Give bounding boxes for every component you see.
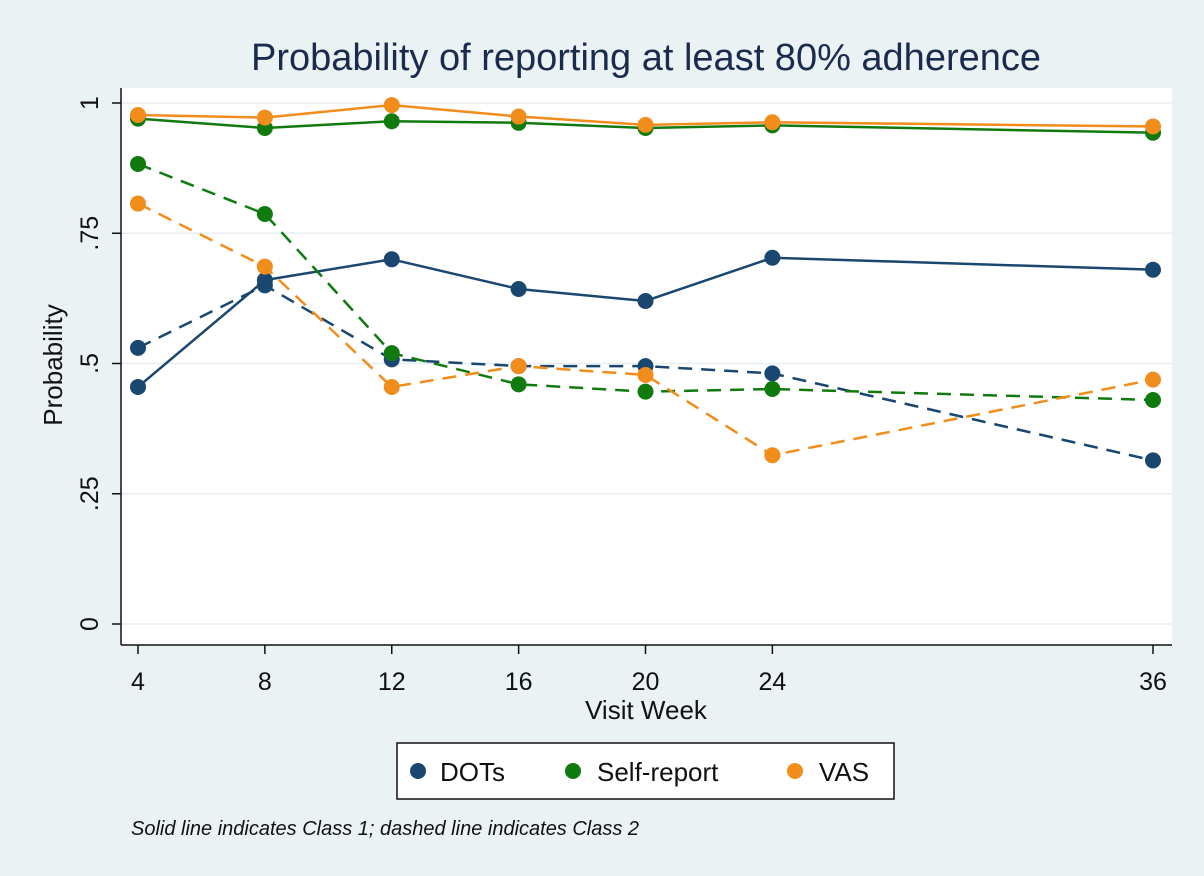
x-tick-label-3: 16 xyxy=(505,668,533,696)
point-dots-class-1-0 xyxy=(130,378,146,395)
y-tick-label-0: 0 xyxy=(76,617,104,631)
point-vas-class-1-0 xyxy=(130,106,146,123)
point-vas-class-2-2 xyxy=(383,378,400,395)
y-tick-label-3: .75 xyxy=(76,216,104,251)
point-dots-class-2-5 xyxy=(764,365,781,382)
legend-marker-self-report xyxy=(565,763,581,779)
point-vas-class-1-6 xyxy=(1145,118,1161,135)
point-dots-class-2-6 xyxy=(1145,452,1161,469)
point-dots-class-2-0 xyxy=(130,339,146,356)
x-tick-label-1: 8 xyxy=(258,668,272,696)
y-axis-title: Probability xyxy=(38,304,68,425)
point-vas-class-2-4 xyxy=(637,366,654,383)
chart-note: Solid line indicates Class 1; dashed lin… xyxy=(131,818,639,840)
chart-title: Probability of reporting at least 80% ad… xyxy=(251,37,1041,79)
point-vas-class-1-5 xyxy=(764,114,781,131)
legend-label-self-report: Self-report xyxy=(597,757,719,787)
point-self-report-class-1-2 xyxy=(383,113,400,130)
legend: DOTs Self-report VAS xyxy=(396,742,895,800)
point-vas-class-2-6 xyxy=(1145,371,1161,388)
point-vas-class-1-2 xyxy=(383,97,400,114)
point-dots-class-1-4 xyxy=(637,292,654,309)
x-tick-label-5: 24 xyxy=(758,668,786,696)
point-self-report-class-2-4 xyxy=(637,383,654,400)
point-vas-class-2-3 xyxy=(510,358,527,375)
legend-marker-dots xyxy=(410,763,426,779)
y-axis-ticks: 0 .25 .5 .75 1 xyxy=(76,96,121,631)
x-axis-ticks: 4 8 12 16 20 24 36 xyxy=(131,645,1167,696)
point-self-report-class-2-1 xyxy=(256,205,273,222)
point-self-report-class-2-0 xyxy=(130,155,146,172)
point-dots-class-2-1 xyxy=(256,277,273,294)
x-tick-label-0: 4 xyxy=(131,668,145,696)
point-self-report-class-2-5 xyxy=(764,381,781,398)
series-group xyxy=(130,97,1161,469)
legend-label-dots: DOTs xyxy=(440,757,505,787)
y-tick-label-4: 1 xyxy=(76,96,104,110)
x-tick-label-6: 36 xyxy=(1139,668,1167,696)
point-vas-class-2-5 xyxy=(764,447,781,464)
point-vas-class-1-3 xyxy=(510,108,527,125)
point-vas-class-2-0 xyxy=(130,195,146,212)
point-vas-class-1-4 xyxy=(637,116,654,133)
x-tick-label-4: 20 xyxy=(632,668,660,696)
legend-marker-vas xyxy=(787,763,803,779)
point-self-report-class-2-6 xyxy=(1145,391,1161,408)
point-vas-class-1-1 xyxy=(256,109,273,126)
point-self-report-class-2-2 xyxy=(383,345,400,362)
point-dots-class-1-3 xyxy=(510,280,527,297)
point-self-report-class-2-3 xyxy=(510,376,527,393)
point-dots-class-1-2 xyxy=(383,251,400,268)
point-dots-class-1-6 xyxy=(1145,261,1161,278)
legend-box xyxy=(396,742,895,800)
point-dots-class-1-5 xyxy=(764,249,781,266)
legend-items: DOTs Self-report VAS xyxy=(410,757,869,787)
legend-label-vas: VAS xyxy=(819,757,869,787)
y-tick-label-1: .25 xyxy=(76,476,104,511)
x-tick-label-2: 12 xyxy=(378,668,406,696)
point-vas-class-2-1 xyxy=(256,258,273,275)
x-axis-title: Visit Week xyxy=(585,695,708,725)
y-tick-label-2: .5 xyxy=(76,353,104,374)
